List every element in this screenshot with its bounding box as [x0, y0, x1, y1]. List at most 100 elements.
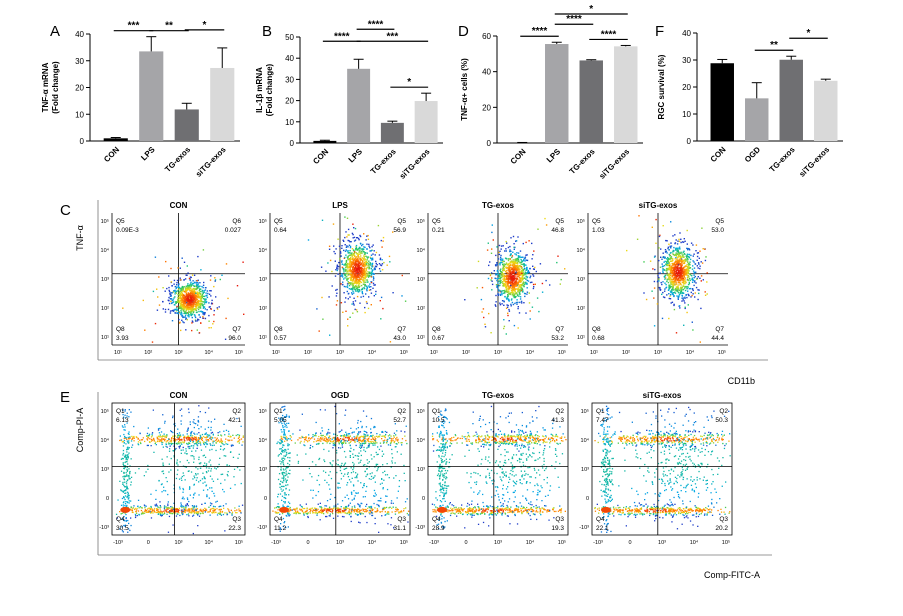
- flow-dot: [520, 296, 521, 297]
- flow-dot: [134, 438, 135, 439]
- flow-dot: [175, 286, 176, 287]
- flow-dot: [225, 455, 226, 456]
- flow-dot: [670, 294, 671, 295]
- quadrant-q6-value: 53.0: [711, 227, 724, 234]
- flow-dot: [176, 303, 177, 304]
- flow-dot: [193, 312, 194, 313]
- flow-dot: [237, 458, 238, 459]
- flow-dot: [484, 324, 485, 325]
- quadrant-q8-value: 0.68: [592, 335, 605, 342]
- flow-dot: [176, 308, 177, 309]
- flow-dot: [664, 276, 665, 277]
- flow-dot: [356, 290, 357, 291]
- flow-dot: [153, 438, 154, 439]
- flow-dot: [231, 445, 232, 446]
- flow-dot: [560, 283, 561, 284]
- flow-dot: [515, 266, 516, 267]
- flow-dot: [534, 267, 535, 268]
- flow-dot: [126, 520, 127, 521]
- flow-dot: [340, 283, 341, 284]
- flow-dot: [507, 294, 508, 295]
- category-label: TG-exos: [568, 147, 597, 176]
- flow-dot: [199, 282, 200, 283]
- flow-dot: [340, 251, 341, 252]
- flow-dot: [177, 290, 178, 291]
- flow-dot: [354, 237, 355, 238]
- flow-dot: [687, 259, 688, 260]
- flow-dot: [174, 296, 175, 297]
- flow-dot: [672, 267, 673, 268]
- flow-dot: [217, 514, 218, 515]
- flow-dot: [215, 509, 216, 510]
- flow-dot: [527, 276, 528, 277]
- flow-dot: [209, 290, 210, 291]
- flow-dot: [357, 269, 358, 270]
- flow-dot: [499, 251, 500, 252]
- flow-dot: [174, 291, 175, 292]
- flow-dot: [495, 273, 496, 274]
- flow-dot: [180, 310, 181, 311]
- flow-dot: [357, 296, 358, 297]
- flow-dot: [241, 438, 242, 439]
- flow-dot: [516, 281, 517, 282]
- flow-dot: [166, 437, 167, 438]
- flow-dot: [337, 274, 338, 275]
- y-tick-label: 10¹: [101, 335, 109, 341]
- flow-dot: [366, 289, 367, 290]
- flow-dot: [354, 269, 355, 270]
- flow-dot: [359, 247, 360, 248]
- flow-dot: [359, 280, 360, 281]
- flow-dot: [373, 276, 374, 277]
- flow-dot: [192, 505, 193, 506]
- flow-dot: [674, 309, 675, 310]
- y-tick-label: 0: [80, 137, 85, 146]
- flow-dot: [371, 250, 372, 251]
- flow-dot: [213, 321, 214, 322]
- flow-dot: [210, 290, 211, 291]
- flow-dot: [690, 296, 691, 297]
- flow-dot: [186, 293, 187, 294]
- flow-dot: [676, 272, 677, 273]
- flow-dot: [678, 288, 679, 289]
- flow-dot: [131, 507, 132, 508]
- flow-dot: [160, 512, 161, 513]
- flow-dot: [683, 256, 684, 257]
- flow-dot: [350, 259, 351, 260]
- flow-dot: [511, 298, 512, 299]
- flow-dot: [373, 284, 374, 285]
- flow-dot: [181, 512, 182, 513]
- flow-dot: [177, 433, 178, 434]
- flow-dot: [228, 509, 229, 510]
- flow-dot: [375, 254, 376, 255]
- flow-dot: [336, 304, 337, 305]
- y-axis-label: TNF-α+ cells (%): [460, 58, 469, 121]
- flow-dot: [127, 501, 128, 502]
- flow-dot: [375, 291, 376, 292]
- flow-dot: [361, 259, 362, 260]
- flow-dot: [226, 443, 227, 444]
- flow-dot: [387, 265, 388, 266]
- flow-dot: [355, 282, 356, 283]
- y-tick-label: 40: [285, 54, 294, 63]
- flow-dot: [682, 279, 683, 280]
- flow-dot: [671, 302, 672, 303]
- flow-dot: [677, 268, 678, 269]
- flow-dot: [367, 259, 368, 260]
- flow-dot: [352, 248, 353, 249]
- flow-dot: [668, 244, 669, 245]
- bar-ogd: [745, 98, 768, 141]
- flow-dot: [217, 441, 218, 442]
- flow-dot: [345, 311, 346, 312]
- flow-dot: [196, 306, 197, 307]
- y-tick-label: 50: [285, 33, 294, 42]
- flow-dot: [147, 439, 148, 440]
- flow-dot: [193, 441, 194, 442]
- flow-dot: [482, 287, 483, 288]
- flow-dot: [380, 300, 381, 301]
- flow-dot: [349, 285, 350, 286]
- flow-dot: [705, 260, 706, 261]
- flow-dot: [186, 467, 187, 468]
- flow-dot: [341, 302, 342, 303]
- flow-dot: [202, 440, 203, 441]
- quadrant-q7-value: 96.0: [228, 335, 241, 342]
